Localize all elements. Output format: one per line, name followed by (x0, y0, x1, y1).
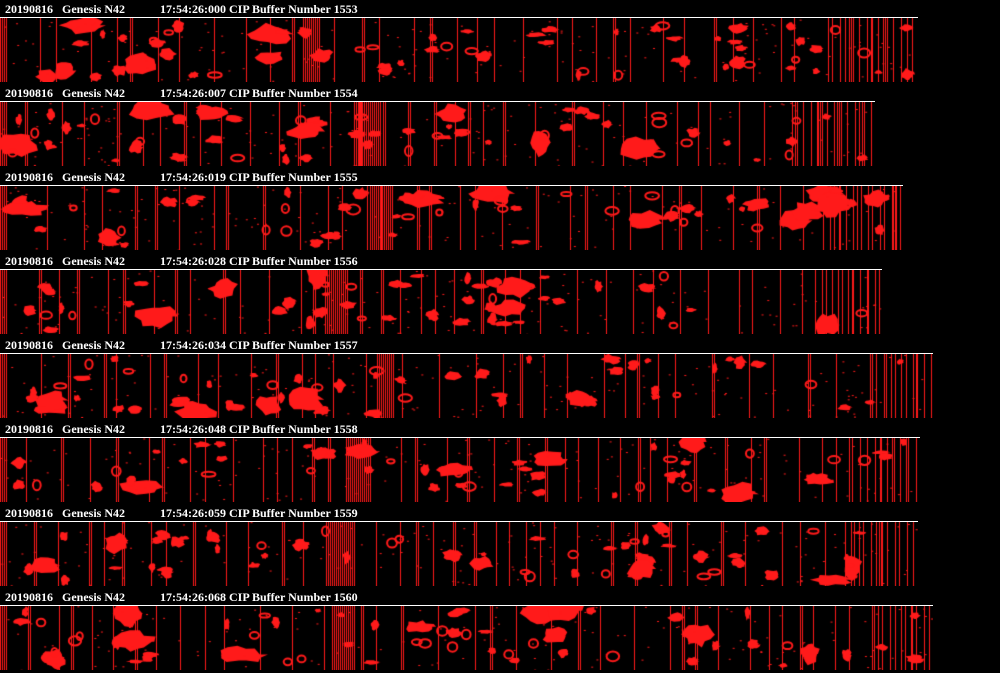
strip-header: 20190816 Genesis N42 17:54:26:028 CIP Bu… (0, 252, 1000, 270)
strip-title: 17:54:26:028 CIP Buffer Number 1556 (160, 254, 358, 268)
particle-image-strip (0, 102, 875, 166)
strip-buffer-label: CIP Buffer Number (229, 170, 331, 184)
particle-image-strip (0, 606, 933, 670)
strip-buffer-label: CIP Buffer Number (229, 590, 331, 604)
buffer-strip: 20190816 Genesis N42 17:54:26:000 CIP Bu… (0, 0, 1000, 84)
strip-buffer-label: CIP Buffer Number (229, 422, 331, 436)
strip-date: 20190816 (5, 590, 53, 604)
strip-header: 20190816 Genesis N42 17:54:26:034 CIP Bu… (0, 336, 1000, 354)
strip-rule (0, 605, 933, 606)
strip-header: 20190816 Genesis N42 17:54:26:068 CIP Bu… (0, 588, 1000, 606)
buffer-strip: 20190816 Genesis N42 17:54:26:068 CIP Bu… (0, 588, 1000, 672)
particle-image-strip (0, 354, 933, 418)
buffer-strip: 20190816 Genesis N42 17:54:26:019 CIP Bu… (0, 168, 1000, 252)
particle-image-strip (0, 18, 918, 82)
strip-buffer-number: 1557 (333, 338, 358, 352)
strip-probe: Genesis N42 (62, 506, 125, 520)
strip-header: 20190816 Genesis N42 17:54:26:048 CIP Bu… (0, 420, 1000, 438)
strip-rule (0, 353, 933, 354)
strip-probe: Genesis N42 (62, 86, 125, 100)
strip-probe: Genesis N42 (62, 254, 125, 268)
buffer-strip: 20190816 Genesis N42 17:54:26:048 CIP Bu… (0, 420, 1000, 504)
strip-buffer-label: CIP Buffer Number (229, 506, 331, 520)
strip-buffer-number: 1560 (333, 590, 358, 604)
strip-rule (0, 101, 875, 102)
strip-time: 17:54:26:048 (160, 422, 226, 436)
strip-rule (0, 17, 918, 18)
strip-date: 20190816 (5, 2, 53, 16)
strip-probe: Genesis N42 (62, 338, 125, 352)
buffer-strip: 20190816 Genesis N42 17:54:26:028 CIP Bu… (0, 252, 1000, 336)
strip-probe: Genesis N42 (62, 590, 125, 604)
strip-date: 20190816 (5, 338, 53, 352)
strip-buffer-number: 1559 (333, 506, 358, 520)
strip-title: 17:54:26:000 CIP Buffer Number 1553 (160, 2, 358, 16)
strip-date: 20190816 (5, 506, 53, 520)
strip-title: 17:54:26:059 CIP Buffer Number 1559 (160, 506, 358, 520)
strip-time: 17:54:26:019 (160, 170, 226, 184)
strip-buffer-label: CIP Buffer Number (229, 2, 331, 16)
strip-date: 20190816 (5, 86, 53, 100)
strip-title: 17:54:26:034 CIP Buffer Number 1557 (160, 338, 358, 352)
strip-rule (0, 521, 918, 522)
strip-rule (0, 437, 920, 438)
strip-time: 17:54:26:034 (160, 338, 226, 352)
strip-buffer-number: 1554 (333, 86, 358, 100)
strip-time: 17:54:26:059 (160, 506, 226, 520)
strip-time: 17:54:26:000 (160, 2, 226, 16)
strip-probe: Genesis N42 (62, 422, 125, 436)
particle-image-strip (0, 186, 903, 250)
strip-buffer-label: CIP Buffer Number (229, 254, 331, 268)
strip-buffer-label: CIP Buffer Number (229, 338, 331, 352)
strip-rule (0, 269, 882, 270)
strip-buffer-label: CIP Buffer Number (229, 86, 331, 100)
strip-probe: Genesis N42 (62, 2, 125, 16)
strip-buffer-number: 1558 (333, 422, 358, 436)
strip-time: 17:54:26:007 (160, 86, 226, 100)
strip-date: 20190816 (5, 422, 53, 436)
strip-rule (0, 185, 903, 186)
strip-title: 17:54:26:048 CIP Buffer Number 1558 (160, 422, 358, 436)
buffer-strip: 20190816 Genesis N42 17:54:26:007 CIP Bu… (0, 84, 1000, 168)
strip-title: 17:54:26:019 CIP Buffer Number 1555 (160, 170, 358, 184)
strip-header: 20190816 Genesis N42 17:54:26:007 CIP Bu… (0, 84, 1000, 102)
strip-time: 17:54:26:028 (160, 254, 226, 268)
strip-time: 17:54:26:068 (160, 590, 226, 604)
strip-date: 20190816 (5, 254, 53, 268)
strip-buffer-number: 1556 (333, 254, 358, 268)
strip-title: 17:54:26:007 CIP Buffer Number 1554 (160, 86, 358, 100)
strip-title: 17:54:26:068 CIP Buffer Number 1560 (160, 590, 358, 604)
particle-image-strip (0, 522, 918, 586)
particle-image-strip (0, 438, 920, 502)
strip-header: 20190816 Genesis N42 17:54:26:059 CIP Bu… (0, 504, 1000, 522)
strip-header: 20190816 Genesis N42 17:54:26:000 CIP Bu… (0, 0, 1000, 18)
buffer-strip: 20190816 Genesis N42 17:54:26:059 CIP Bu… (0, 504, 1000, 588)
strip-buffer-number: 1555 (333, 170, 358, 184)
strip-date: 20190816 (5, 170, 53, 184)
particle-image-strip (0, 270, 882, 334)
buffer-strip: 20190816 Genesis N42 17:54:26:034 CIP Bu… (0, 336, 1000, 420)
strip-header: 20190816 Genesis N42 17:54:26:019 CIP Bu… (0, 168, 1000, 186)
strip-probe: Genesis N42 (62, 170, 125, 184)
strip-buffer-number: 1553 (333, 2, 358, 16)
